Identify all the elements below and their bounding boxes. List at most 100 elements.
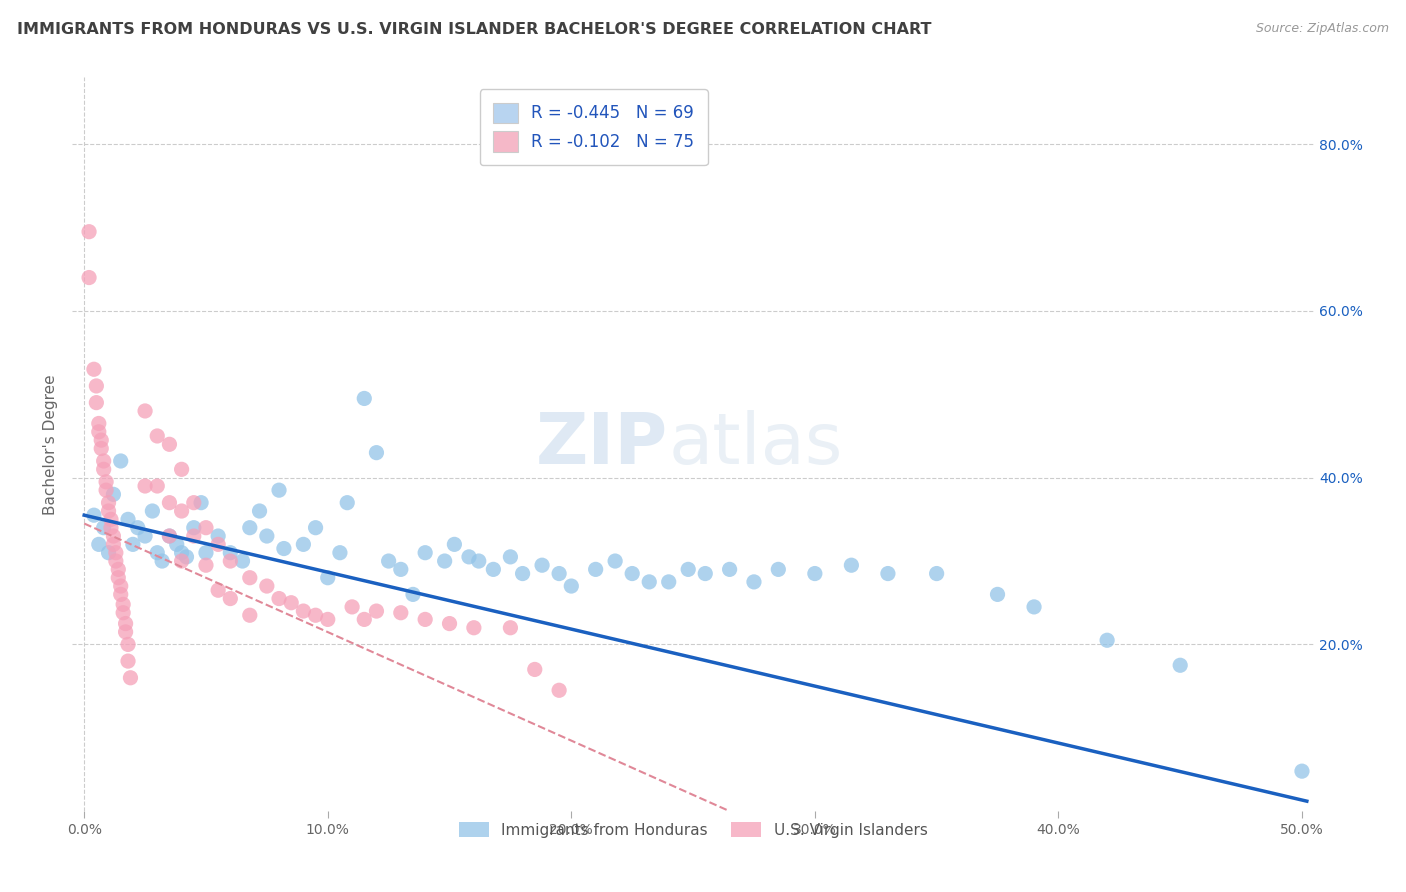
Point — [159, 496, 181, 510]
Point — [804, 566, 827, 581]
Point — [443, 537, 465, 551]
Point — [768, 562, 790, 576]
Point — [94, 483, 117, 498]
Point — [94, 475, 117, 489]
Text: Source: ZipAtlas.com: Source: ZipAtlas.com — [1256, 22, 1389, 36]
Point — [141, 504, 163, 518]
Legend: Immigrants from Honduras, U.S. Virgin Islanders: Immigrants from Honduras, U.S. Virgin Is… — [453, 815, 934, 844]
Point — [207, 583, 229, 598]
Point — [194, 558, 217, 573]
Point — [267, 483, 290, 498]
Point — [93, 462, 115, 476]
Point — [353, 392, 375, 406]
Point — [103, 537, 125, 551]
Point — [90, 433, 112, 447]
Point — [170, 504, 193, 518]
Point — [389, 606, 412, 620]
Point — [86, 395, 108, 409]
Point — [159, 437, 181, 451]
Point — [170, 462, 193, 476]
Point — [207, 537, 229, 551]
Point — [150, 554, 173, 568]
Point — [742, 574, 765, 589]
Point — [239, 608, 262, 623]
Point — [267, 591, 290, 606]
Point — [104, 546, 127, 560]
Point — [103, 487, 125, 501]
Point — [86, 379, 108, 393]
Point — [548, 566, 571, 581]
Point — [366, 604, 388, 618]
Point — [159, 529, 181, 543]
Point — [87, 425, 110, 439]
Text: ZIP: ZIP — [536, 409, 668, 479]
Point — [146, 429, 169, 443]
Point — [413, 546, 436, 560]
Point — [512, 566, 534, 581]
Point — [176, 549, 198, 564]
Point — [183, 529, 205, 543]
Point — [183, 496, 205, 510]
Point — [219, 554, 242, 568]
Point — [304, 521, 326, 535]
Point — [97, 504, 120, 518]
Point — [499, 621, 522, 635]
Point — [1022, 599, 1045, 614]
Point — [523, 662, 546, 676]
Point — [458, 549, 481, 564]
Point — [292, 604, 315, 618]
Point — [986, 587, 1008, 601]
Point — [83, 362, 105, 376]
Point — [166, 537, 188, 551]
Text: atlas: atlas — [668, 409, 842, 479]
Point — [83, 508, 105, 523]
Point — [676, 562, 699, 576]
Point — [134, 404, 156, 418]
Point — [97, 496, 120, 510]
Point — [560, 579, 582, 593]
Point — [107, 571, 129, 585]
Point — [77, 270, 100, 285]
Point — [110, 454, 132, 468]
Point — [329, 546, 352, 560]
Point — [718, 562, 741, 576]
Point — [122, 537, 145, 551]
Point — [103, 529, 125, 543]
Point — [468, 554, 491, 568]
Point — [841, 558, 863, 573]
Point — [239, 571, 262, 585]
Point — [120, 671, 142, 685]
Point — [638, 574, 661, 589]
Point — [112, 598, 135, 612]
Point — [239, 521, 262, 535]
Point — [93, 521, 115, 535]
Point — [316, 571, 339, 585]
Point — [112, 606, 135, 620]
Point — [585, 562, 607, 576]
Point — [353, 612, 375, 626]
Point — [134, 529, 156, 543]
Point — [146, 546, 169, 560]
Point — [183, 521, 205, 535]
Point — [231, 554, 253, 568]
Point — [336, 496, 359, 510]
Point — [117, 637, 139, 651]
Point — [1168, 658, 1191, 673]
Point — [117, 654, 139, 668]
Point — [531, 558, 554, 573]
Point — [249, 504, 271, 518]
Point — [117, 512, 139, 526]
Point — [292, 537, 315, 551]
Point — [190, 496, 212, 510]
Point — [439, 616, 461, 631]
Point — [548, 683, 571, 698]
Point — [97, 546, 120, 560]
Point — [110, 579, 132, 593]
Point — [114, 616, 136, 631]
Point — [316, 612, 339, 626]
Text: IMMIGRANTS FROM HONDURAS VS U.S. VIRGIN ISLANDER BACHELOR'S DEGREE CORRELATION C: IMMIGRANTS FROM HONDURAS VS U.S. VIRGIN … — [17, 22, 931, 37]
Point — [1095, 633, 1118, 648]
Point — [104, 554, 127, 568]
Point — [366, 445, 388, 459]
Point — [93, 454, 115, 468]
